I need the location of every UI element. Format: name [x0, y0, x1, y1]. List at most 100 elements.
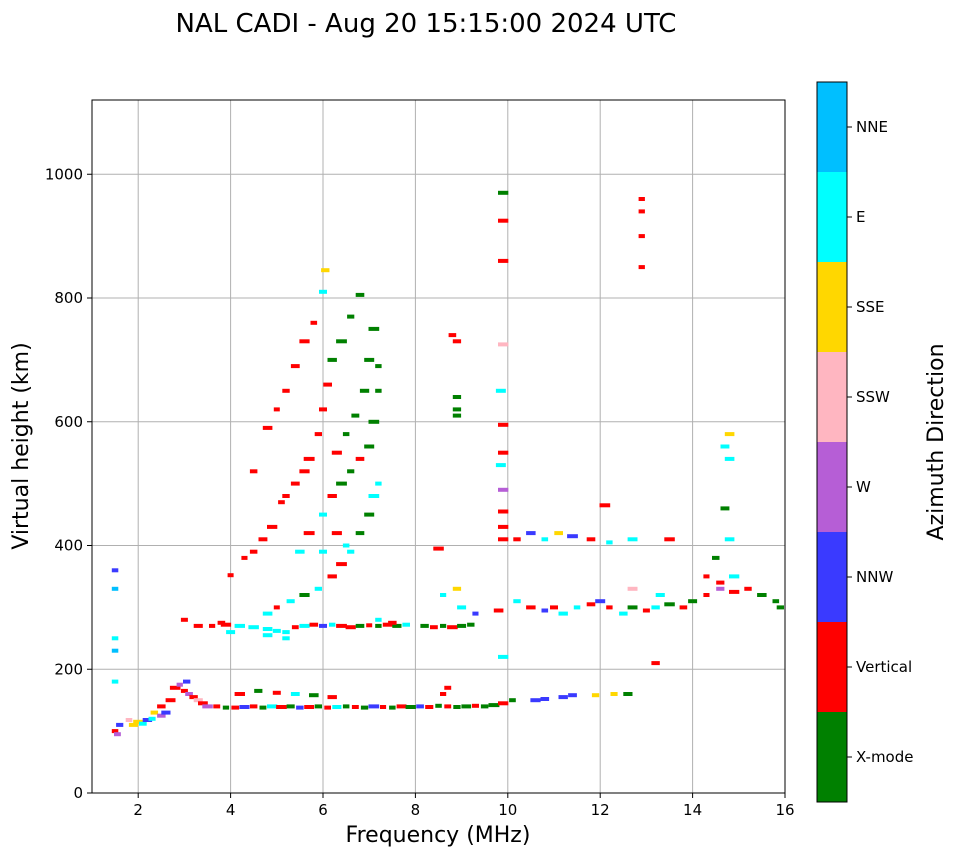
echo-point	[303, 531, 315, 536]
x-tick-label: 10	[498, 801, 517, 819]
echo-point	[111, 636, 119, 641]
echo-point	[278, 500, 285, 505]
echo-point	[724, 456, 735, 461]
echo-point	[554, 531, 563, 536]
echo-point	[299, 339, 310, 344]
colorbar: X-mode Vertical NNW W SSW SSE E NNE	[816, 81, 913, 803]
echo-point	[638, 265, 645, 270]
series-10-mhz-column	[111, 190, 509, 684]
echo-point	[472, 611, 479, 616]
y-tick-label: 400	[54, 537, 83, 555]
echo-point	[591, 693, 600, 698]
echo-point	[290, 481, 300, 486]
echo-point	[724, 537, 735, 542]
echo-point	[586, 537, 596, 542]
echo-point	[558, 695, 568, 700]
series-f-layer-rising-traces	[227, 268, 382, 616]
echo-marks	[111, 190, 784, 737]
plot-frame	[91, 99, 786, 794]
echo-point	[599, 503, 611, 508]
echo-point	[493, 608, 504, 613]
echo-point	[375, 481, 382, 486]
echo-point	[193, 698, 203, 703]
echo-point	[606, 605, 613, 610]
echo-point	[336, 481, 347, 486]
echo-point	[498, 487, 509, 492]
echo-point	[336, 339, 347, 344]
echo-point	[447, 625, 458, 630]
echo-point	[272, 628, 281, 633]
echo-point	[319, 512, 327, 517]
echo-point	[772, 599, 780, 604]
echo-point	[198, 701, 208, 706]
echo-point	[304, 705, 315, 709]
echo-point	[234, 692, 245, 696]
echo-point	[267, 524, 278, 529]
echo-point	[111, 679, 119, 684]
echo-point	[498, 509, 509, 514]
echo-point	[342, 432, 350, 437]
echo-point	[310, 320, 318, 325]
echo-point	[638, 197, 645, 201]
echo-point	[568, 693, 577, 698]
echo-point	[440, 692, 447, 696]
echo-point	[716, 580, 725, 585]
echo-point	[375, 364, 382, 369]
echo-point	[133, 719, 144, 724]
echo-point	[452, 395, 462, 399]
echo-point	[619, 611, 628, 616]
echo-point	[189, 695, 198, 700]
echo-point	[193, 623, 203, 628]
echo-point	[430, 625, 438, 630]
series-e-layer-trace	[111, 679, 633, 737]
colorbar-label: Azimuth Direction	[924, 343, 949, 540]
echo-point	[480, 704, 489, 709]
echo-point	[396, 704, 407, 709]
y-tick-label: 600	[54, 413, 83, 431]
echo-point	[331, 450, 342, 455]
x-tick-label: 12	[591, 801, 610, 819]
x-tick-label: 6	[318, 801, 328, 819]
echo-point	[509, 698, 516, 703]
colorbar-swatch	[817, 262, 847, 352]
echo-point	[402, 622, 410, 627]
echo-point	[461, 704, 472, 709]
echo-point	[513, 599, 521, 604]
echo-point	[610, 692, 618, 696]
echo-point	[290, 364, 300, 369]
colorbar-swatch	[817, 532, 847, 622]
echo-point	[202, 704, 213, 709]
echo-point	[249, 704, 258, 709]
echo-point	[241, 555, 248, 560]
echo-point	[457, 605, 467, 610]
echo-point	[359, 388, 370, 393]
echo-point	[321, 268, 330, 273]
chart-title: NAL CADI - Aug 20 15:15:00 2024 UTC	[176, 9, 677, 39]
echo-point	[433, 546, 444, 551]
echo-point	[329, 622, 336, 627]
echo-point	[530, 698, 541, 703]
echo-point	[282, 630, 290, 635]
echo-point	[347, 469, 355, 474]
echo-point	[262, 633, 273, 638]
x-tick-label: 4	[226, 801, 236, 819]
colorbar-label-item: E	[856, 208, 865, 226]
echo-point	[606, 540, 613, 545]
echo-point	[498, 450, 509, 455]
echo-point	[444, 685, 452, 690]
echo-point	[638, 234, 645, 239]
echo-point	[498, 537, 509, 542]
echo-point	[128, 722, 139, 727]
colorbar-label-item: Vertical	[856, 658, 912, 676]
echo-point	[368, 494, 380, 498]
echo-point	[452, 586, 462, 591]
echo-point	[150, 710, 159, 715]
colorbar-label-item: SSE	[856, 298, 885, 316]
echo-point	[291, 625, 299, 630]
echo-point	[389, 705, 396, 710]
echo-point	[331, 531, 342, 536]
echo-point	[327, 574, 337, 579]
echo-point	[276, 705, 287, 709]
colorbar-swatch	[817, 172, 847, 262]
echo-point	[157, 713, 166, 718]
